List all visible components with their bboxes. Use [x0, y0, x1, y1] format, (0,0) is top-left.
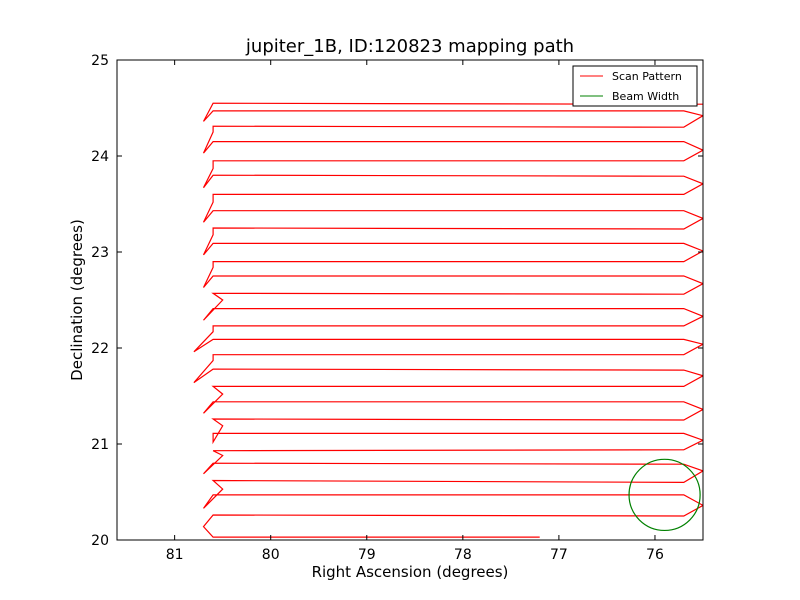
- legend-label-beam-width: Beam Width: [612, 90, 679, 103]
- plot-frame: [116, 59, 704, 541]
- x-axis: 81 80 79 78 77 76: [166, 60, 664, 563]
- x-tick-label: 77: [550, 547, 568, 563]
- x-tick-label: 81: [166, 547, 184, 563]
- legend: Scan Pattern Beam Width: [572, 65, 698, 107]
- x-tick-label: 76: [646, 547, 664, 563]
- x-tick-label: 80: [262, 547, 280, 563]
- chart-title: jupiter_1B, ID:120823 mapping path: [245, 36, 574, 57]
- x-axis-title: Right Ascension (degrees): [312, 563, 509, 581]
- legend-box: [572, 65, 698, 107]
- x-tick-label: 79: [358, 547, 376, 563]
- y-axis: 20 21 22 23 24 25: [91, 53, 703, 549]
- y-tick-label: 20: [91, 533, 109, 549]
- series-scan-pattern: [193, 102, 703, 538]
- y-tick-label: 22: [91, 341, 109, 357]
- y-axis-title: Declination (degrees): [68, 219, 86, 381]
- y-tick-label: 21: [91, 437, 109, 453]
- plot-area: [193, 102, 703, 538]
- x-tick-label: 78: [454, 547, 472, 563]
- series-beam-width: [628, 458, 701, 532]
- legend-label-scan-pattern: Scan Pattern: [612, 70, 682, 83]
- y-tick-label: 25: [91, 53, 109, 69]
- y-tick-label: 23: [91, 245, 109, 261]
- y-tick-label: 24: [91, 149, 109, 165]
